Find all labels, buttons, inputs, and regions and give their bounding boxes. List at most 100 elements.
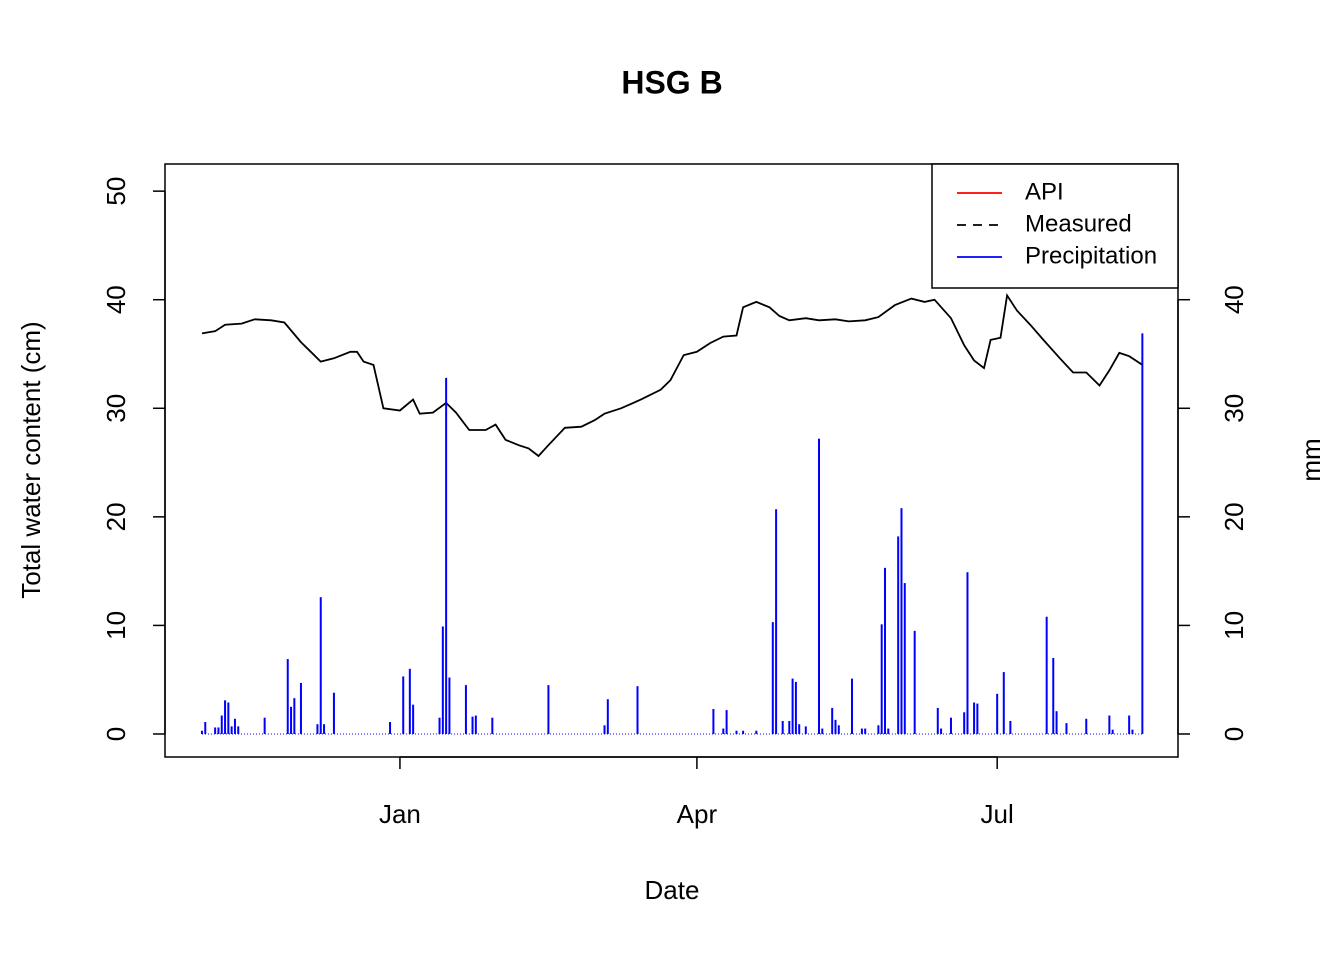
precipitation-bar: [940, 728, 943, 734]
precipitation-bar: [445, 377, 448, 734]
precipitation-bar: [900, 508, 903, 734]
precipitation-bar: [831, 707, 834, 734]
y-tick-label: 0: [101, 727, 131, 741]
precipitation-bar: [286, 659, 289, 734]
precipitation-bar: [293, 698, 296, 734]
precipitation-bar: [441, 626, 444, 734]
y2-tick-label: 20: [1219, 502, 1249, 531]
x-tick-label: Apr: [677, 799, 718, 829]
precipitation-bar: [412, 704, 415, 734]
legend-label: API: [1025, 178, 1064, 205]
precipitation-bar: [230, 726, 233, 734]
precipitation-bar: [976, 703, 979, 734]
y2-tick-label: 30: [1219, 394, 1249, 423]
precipitation-bar: [233, 718, 236, 734]
precipitation-bar: [200, 730, 203, 734]
precipitation-bar: [877, 725, 880, 734]
precipitation-bar: [217, 727, 220, 734]
precipitation-bar: [834, 719, 837, 734]
precipitation-bar: [227, 702, 230, 734]
precipitation-bar: [402, 676, 405, 734]
precipitation-bar: [742, 730, 745, 734]
y-axis-label: Total water content (cm): [16, 321, 46, 598]
precipitation-bar: [438, 717, 441, 734]
precipitation-bar: [491, 717, 494, 734]
precipitation-bar: [996, 693, 999, 734]
precipitation-bar: [949, 717, 952, 734]
precipitation-bar: [903, 583, 906, 734]
precipitation-bar: [936, 707, 939, 734]
precipitation-bar: [725, 710, 728, 734]
precipitation-bar: [204, 722, 207, 734]
legend-label: Precipitation: [1025, 242, 1157, 269]
y-tick-label: 50: [101, 177, 131, 206]
precipitation-bar: [1085, 718, 1088, 734]
precipitation-bar: [755, 730, 758, 734]
x-tick-label: Jul: [981, 799, 1014, 829]
y2-tick-label: 0: [1219, 727, 1249, 741]
precipitation-bar: [913, 630, 916, 734]
precipitation-bar: [775, 509, 778, 734]
precipitation-bar: [474, 715, 477, 734]
precipitation-bar: [606, 699, 609, 734]
precipitation-bar: [220, 715, 223, 734]
precipitation-bar: [448, 677, 451, 734]
precipitation-bar: [547, 685, 550, 734]
precipitation-bar: [963, 712, 966, 734]
precipitation-bar: [1052, 657, 1055, 734]
precipitation-bar: [804, 726, 807, 734]
precipitation-bar: [966, 572, 969, 734]
precipitation-bar: [883, 567, 886, 734]
y-tick-label: 30: [101, 394, 131, 423]
precipitation-bar: [897, 536, 900, 734]
precipitation-bar: [788, 720, 791, 734]
precipitation-bar: [1141, 333, 1144, 734]
precipitation-bar: [237, 726, 240, 734]
precipitation-bar: [864, 728, 867, 734]
precipitation-bar: [1131, 729, 1134, 734]
precipitation-bar: [332, 692, 335, 734]
precipitation-bar: [791, 678, 794, 734]
precipitation-bar: [887, 728, 890, 734]
precipitation-bar: [798, 724, 801, 734]
y2-tick-label: 40: [1219, 285, 1249, 314]
precipitation-bar: [389, 722, 392, 734]
legend-box: [931, 163, 1179, 289]
precipitation-bar: [712, 709, 715, 734]
precipitation-bar: [973, 702, 976, 734]
precipitation-bar: [794, 681, 797, 734]
precipitation-bar: [821, 728, 824, 734]
y-tick-label: 20: [101, 502, 131, 531]
precipitation-bar: [471, 716, 474, 734]
precipitation-bar: [880, 624, 883, 734]
precipitation-bar: [1055, 711, 1058, 734]
precipitation-bar: [214, 727, 217, 734]
y-tick-label: 40: [101, 285, 131, 314]
x-axis-label: Date: [645, 875, 700, 905]
chart-title: HSG B: [621, 64, 722, 100]
precipitation-bar: [408, 668, 411, 734]
precipitation-bar: [224, 700, 227, 734]
precipitation-bar: [1002, 672, 1005, 734]
y2-axis-label: mm: [1296, 438, 1326, 481]
precipitation-bar: [1128, 715, 1131, 734]
precipitation-bar: [316, 724, 319, 734]
y-tick-label: 10: [101, 611, 131, 640]
y2-tick-label: 10: [1219, 611, 1249, 640]
precipitation-bar: [837, 725, 840, 734]
x-tick-label: Jan: [379, 799, 421, 829]
legend-label: Measured: [1025, 210, 1132, 237]
precipitation-bar: [636, 686, 639, 734]
water-content-line: [201, 292, 1143, 458]
precipitation-bar: [735, 730, 738, 734]
precipitation-bar: [603, 725, 606, 734]
precipitation-bar: [722, 728, 725, 734]
precipitation-bar: [850, 678, 853, 734]
precipitation-bar: [1045, 616, 1048, 734]
precipitation-bar: [464, 685, 467, 734]
precipitation-bar: [1065, 723, 1068, 734]
precipitation-bar: [263, 717, 266, 734]
precipitation-bar: [781, 720, 784, 734]
precipitation-bar: [290, 706, 293, 734]
